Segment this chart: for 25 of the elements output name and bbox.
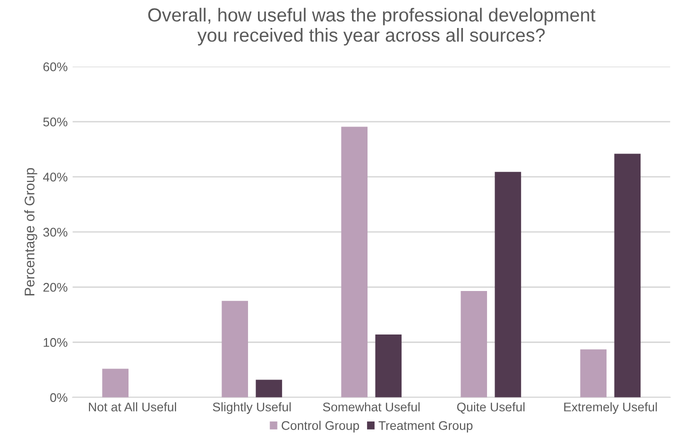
y-tick-label: 0% — [50, 393, 68, 402]
bar — [494, 172, 522, 398]
y-tick-label: 40% — [43, 172, 68, 182]
legend-label: Control Group — [282, 420, 360, 432]
y-tick-label: 10% — [44, 338, 68, 347]
bar — [256, 380, 282, 398]
y-tick-label: 20% — [43, 282, 68, 292]
bar — [102, 368, 129, 398]
x-tick-label: Somewhat Useful — [323, 402, 420, 412]
legend-label: Treatment Group — [378, 421, 472, 432]
bar — [222, 300, 248, 398]
bar — [580, 349, 607, 398]
bar — [375, 334, 402, 398]
y-axis-title: Percentage of Group — [24, 168, 38, 296]
y-tick-label: 50% — [43, 118, 68, 126]
bar — [341, 126, 368, 398]
bar — [614, 154, 641, 398]
bar — [460, 290, 488, 398]
x-tick-label: Slightly Useful — [212, 402, 291, 414]
x-tick-label: Extremely Useful — [564, 402, 657, 414]
x-tick-label: Not at All Useful — [88, 402, 176, 412]
chart-title: Overall, how useful was the professional development you received this year across all sources? — [148, 8, 596, 46]
x-tick-label: Quite Useful — [457, 402, 524, 414]
y-tick-label: 60% — [43, 62, 68, 72]
y-tick-label: 30% — [43, 228, 68, 237]
